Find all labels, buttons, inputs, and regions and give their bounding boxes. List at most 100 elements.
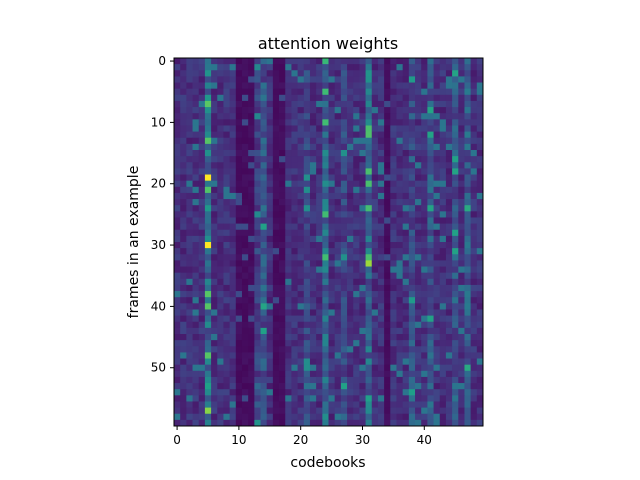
heatmap-cell — [464, 284, 472, 292]
heatmap-cell — [470, 395, 478, 402]
heatmap-cell — [433, 284, 441, 292]
heatmap-cell — [254, 217, 261, 224]
heatmap-cell — [223, 260, 231, 267]
heatmap-cell — [303, 70, 311, 77]
heatmap-cell — [198, 180, 206, 188]
heatmap-cell — [217, 278, 224, 286]
heatmap-cell — [316, 327, 323, 335]
heatmap-cell — [260, 58, 268, 65]
heatmap-cell — [334, 260, 342, 267]
heatmap-cell — [211, 358, 218, 366]
heatmap-cell — [464, 297, 472, 304]
heatmap-cell — [353, 364, 360, 372]
heatmap-cell — [180, 278, 187, 286]
heatmap-cell — [192, 156, 200, 163]
heatmap-cell — [470, 407, 478, 415]
heatmap-cell — [365, 352, 373, 359]
heatmap-cell — [390, 346, 397, 353]
heatmap-cell — [415, 413, 422, 421]
heatmap-cell — [297, 376, 305, 384]
heatmap-cell — [359, 376, 366, 384]
heatmap-cell — [458, 278, 465, 286]
heatmap-cell — [328, 260, 336, 267]
heatmap-cell — [174, 334, 181, 341]
heatmap-cell — [347, 315, 354, 323]
heatmap-cell — [427, 100, 434, 108]
heatmap-cell — [192, 297, 200, 304]
heatmap-cell — [309, 291, 317, 298]
heatmap-cell — [217, 58, 224, 65]
heatmap-cell — [297, 100, 305, 108]
heatmap-cell — [291, 346, 298, 353]
heatmap-cell — [353, 413, 360, 421]
heatmap-cell — [340, 303, 348, 310]
heatmap-cell — [291, 119, 298, 126]
heatmap-cell — [371, 419, 379, 427]
heatmap-cell — [408, 291, 416, 298]
heatmap-cell — [217, 340, 224, 347]
heatmap-cell — [415, 94, 422, 102]
heatmap-cell — [347, 192, 354, 200]
heatmap-cell — [334, 235, 342, 243]
heatmap-cell — [198, 364, 206, 372]
heatmap-cell — [248, 376, 255, 384]
heatmap-cell — [303, 174, 311, 182]
heatmap-cell — [371, 303, 379, 310]
heatmap-cell — [291, 131, 298, 139]
heatmap-cell — [235, 162, 243, 169]
heatmap-cell — [204, 150, 212, 157]
heatmap-cell — [180, 88, 187, 96]
heatmap-cell — [340, 137, 348, 145]
heatmap-cell — [390, 58, 397, 65]
heatmap-cell — [285, 150, 292, 157]
heatmap-cell — [340, 192, 348, 200]
heatmap-cell — [272, 291, 280, 298]
heatmap-cell — [272, 94, 280, 102]
heatmap-cell — [223, 100, 231, 108]
heatmap-cell — [408, 168, 416, 175]
heatmap-cell — [365, 254, 373, 261]
heatmap-cell — [272, 119, 280, 126]
heatmap-cell — [384, 291, 391, 298]
heatmap-cell — [186, 94, 193, 102]
heatmap-cell — [309, 199, 317, 206]
heatmap-cell — [285, 143, 292, 151]
heatmap-cell — [340, 248, 348, 255]
heatmap-cell — [279, 205, 286, 212]
heatmap-cell — [377, 309, 385, 316]
heatmap-cell — [235, 309, 243, 316]
heatmap-cell — [396, 150, 404, 157]
heatmap-cell — [390, 309, 397, 316]
heatmap-cell — [402, 315, 410, 323]
heatmap-cell — [260, 327, 268, 335]
heatmap-cell — [359, 278, 366, 286]
heatmap-cell — [365, 137, 373, 145]
heatmap-cell — [229, 211, 237, 218]
heatmap-cell — [340, 119, 348, 126]
heatmap-cell — [235, 180, 243, 188]
heatmap-cell — [223, 168, 231, 175]
heatmap-cell — [192, 113, 200, 120]
heatmap-cell — [377, 229, 385, 237]
heatmap-cell — [217, 291, 224, 298]
heatmap-cell — [211, 119, 218, 126]
heatmap-cell — [309, 248, 317, 255]
heatmap-cell — [328, 58, 336, 65]
heatmap-cell — [402, 150, 410, 157]
heatmap-cell — [279, 340, 286, 347]
heatmap-cell — [192, 413, 200, 421]
heatmap-cell — [248, 321, 255, 329]
heatmap-cell — [223, 303, 231, 310]
heatmap-cell — [390, 376, 397, 384]
heatmap-cell — [445, 82, 453, 90]
heatmap-cell — [365, 370, 373, 378]
heatmap-cell — [340, 254, 348, 261]
heatmap-cell — [291, 401, 298, 408]
heatmap-cell — [254, 58, 261, 65]
heatmap-cell — [464, 125, 472, 132]
heatmap-cell — [223, 383, 231, 390]
heatmap-cell — [439, 168, 447, 175]
heatmap-cell — [359, 248, 366, 255]
heatmap-cell — [433, 205, 441, 212]
heatmap-cell — [217, 395, 224, 402]
